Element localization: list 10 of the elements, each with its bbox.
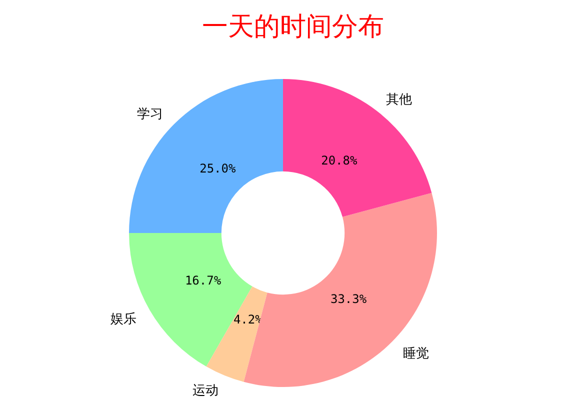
slice-label: 娱乐 xyxy=(110,312,136,327)
title: 一天的时间分布 xyxy=(202,12,384,42)
data-label: 16.7% xyxy=(184,273,222,288)
data-label: 20.8% xyxy=(321,154,358,168)
slice-label: 睡觉 xyxy=(403,346,430,362)
data-label: 33.3% xyxy=(330,292,368,306)
slice-label: 其他 xyxy=(386,92,412,108)
data-label: 25.0% xyxy=(200,162,236,176)
slice-label: 运动 xyxy=(192,384,219,399)
slice-label: 学习 xyxy=(137,107,164,122)
